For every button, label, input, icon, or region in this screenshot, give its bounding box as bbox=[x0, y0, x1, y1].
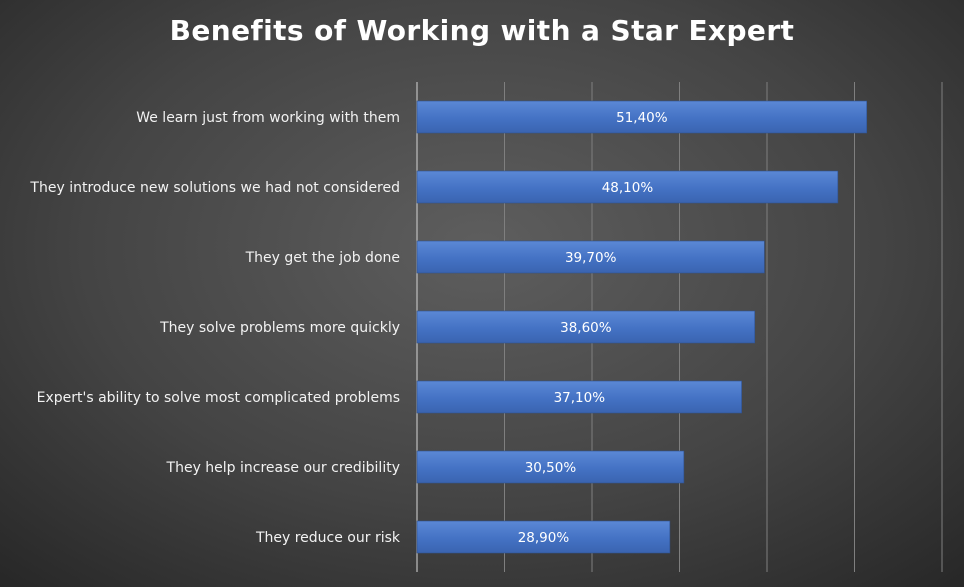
category-label: They help increase our credibility bbox=[166, 460, 400, 476]
category-label: We learn just from working with them bbox=[136, 110, 400, 126]
bar bbox=[416, 170, 839, 204]
chart-title: Benefits of Working with a Star Expert bbox=[169, 14, 795, 47]
bar bbox=[416, 310, 756, 344]
data-label: 28,90% bbox=[518, 530, 570, 546]
category-label: They reduce our risk bbox=[255, 530, 401, 546]
data-label: 38,60% bbox=[560, 320, 612, 336]
bar bbox=[416, 380, 742, 414]
data-label: 30,50% bbox=[525, 460, 577, 476]
bar bbox=[416, 520, 671, 554]
category-label: Expert's ability to solve most complicat… bbox=[37, 390, 400, 406]
bar bbox=[416, 240, 765, 274]
bar bbox=[416, 450, 685, 484]
bar bbox=[416, 100, 868, 134]
data-label: 37,10% bbox=[554, 390, 606, 406]
data-label: 51,40% bbox=[616, 110, 668, 126]
category-label: They get the job done bbox=[245, 250, 400, 266]
category-label: They introduce new solutions we had not … bbox=[29, 180, 400, 196]
data-label: 48,10% bbox=[602, 180, 654, 196]
data-label: 39,70% bbox=[565, 250, 617, 266]
category-label: They solve problems more quickly bbox=[159, 320, 400, 336]
